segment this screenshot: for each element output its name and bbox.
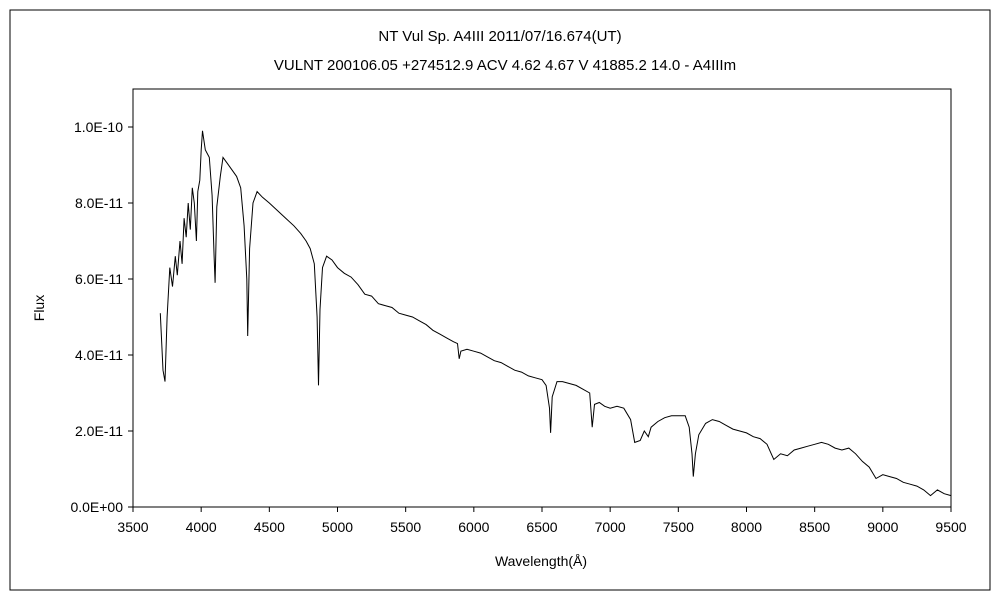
chart-subtitle: VULNT 200106.05 +274512.9 ACV 4.62 4.67 … [274,57,736,74]
x-tick-label: 5000 [322,519,353,535]
y-tick-label: 6.0E-11 [75,271,123,287]
chart-title: NT Vul Sp. A4III 2011/07/16.674(UT) [378,28,621,45]
x-tick-label: 6500 [526,519,557,535]
x-tick-label: 8500 [799,519,830,535]
x-tick-label: 6000 [458,519,489,535]
x-tick-label: 7000 [595,519,626,535]
x-tick-label: 7500 [663,519,694,535]
x-axis-label: Wavelength(Å) [495,553,587,569]
x-tick-label: 4500 [254,519,285,535]
spectrum-line [159,130,952,497]
x-tick-label: 8000 [731,519,762,535]
chart-outer-border [9,9,991,591]
x-tick-label: 3500 [117,519,148,535]
x-tick-label: 9500 [935,519,966,535]
y-tick-label: 4.0E-11 [75,347,123,363]
y-tick-label: 1.0E-10 [74,119,123,135]
x-tick-label: 4000 [186,519,217,535]
y-axis: 0.0E+00 2.0E-11 4.0E-11 6.0E-11 8.0E-11 1.0E-… [70,119,133,515]
y-tick-label: 2.0E-11 [75,423,123,439]
x-tick-label: 5500 [390,519,421,535]
y-tick-label: 8.0E-11 [75,195,123,211]
y-axis-label: Flux [31,295,47,321]
x-axis: 3500 4000 4500 5000 5500 6000 6500 7000 7500 8000… [117,507,967,535]
y-tick-label: 0.0E+00 [70,499,123,515]
x-tick-label: 9000 [867,519,898,535]
